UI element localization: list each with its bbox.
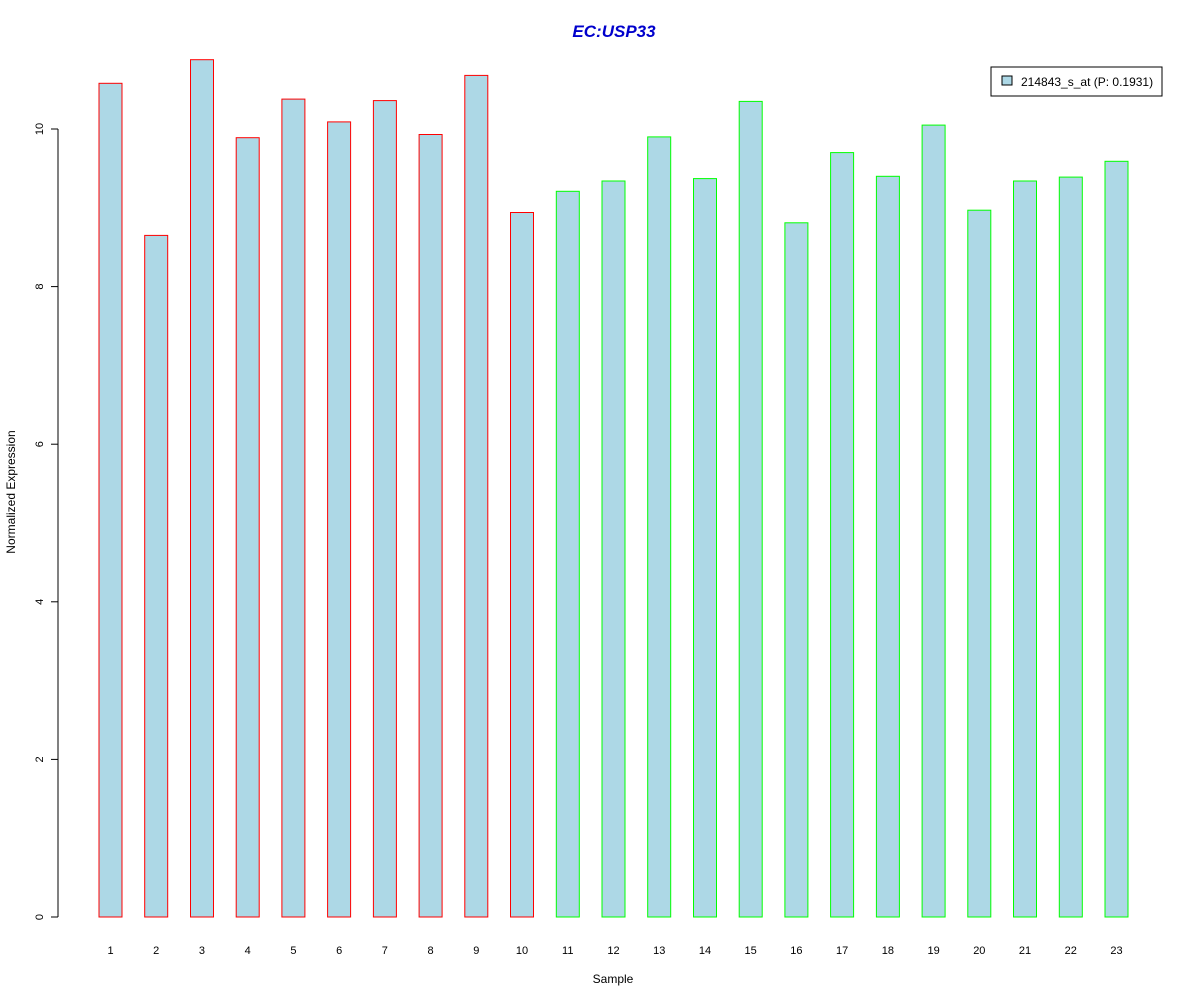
x-tick-label: 10 bbox=[516, 945, 528, 957]
bar-sample-5 bbox=[281, 98, 306, 918]
bar-sample-15 bbox=[738, 100, 763, 918]
x-tick-label: 23 bbox=[1110, 945, 1122, 957]
bar-sample-7 bbox=[372, 100, 397, 918]
bar-sample-21 bbox=[1013, 180, 1037, 918]
x-tick-label: 21 bbox=[1019, 945, 1031, 957]
x-tick-label: 5 bbox=[290, 945, 296, 957]
x-tick-label: 4 bbox=[245, 945, 251, 957]
y-tick-label: 4 bbox=[34, 599, 46, 605]
x-tick-label: 1 bbox=[107, 945, 113, 957]
bar-sample-12 bbox=[601, 180, 626, 918]
bar-sample-14 bbox=[693, 178, 717, 918]
x-tick-label: 16 bbox=[790, 945, 802, 957]
x-tick-label: 11 bbox=[562, 945, 573, 957]
bar-sample-9 bbox=[464, 74, 489, 918]
x-tick-label: 14 bbox=[699, 945, 711, 957]
x-tick-label: 3 bbox=[199, 945, 205, 957]
y-axis-title: Normalized Expression bbox=[4, 430, 18, 553]
bar-sample-23 bbox=[1104, 160, 1129, 918]
x-tick-label: 19 bbox=[927, 945, 939, 957]
y-tick-label: 0 bbox=[34, 914, 46, 920]
x-tick-label: 7 bbox=[382, 945, 388, 957]
x-tick-labels: 1 2 3 4 5 6 7 8 9 10 11 12 13 14 15 16 17 18 19 20 21 22 23 bbox=[107, 945, 1122, 957]
bar-sample-2 bbox=[144, 234, 169, 918]
x-tick-label: 13 bbox=[653, 945, 665, 957]
chart-title: EC:USP33 bbox=[572, 22, 656, 41]
bar-sample-17 bbox=[830, 152, 855, 918]
bars-group bbox=[98, 59, 1129, 918]
bar-sample-18 bbox=[875, 175, 900, 918]
x-tick-label: 18 bbox=[882, 945, 894, 957]
legend-swatch bbox=[1001, 75, 1013, 86]
x-tick-label: 22 bbox=[1065, 945, 1077, 957]
bar-sample-8 bbox=[418, 134, 443, 918]
x-tick-label: 8 bbox=[428, 945, 434, 957]
legend: 214843_s_at (P: 0.1931) bbox=[990, 66, 1163, 97]
bar-sample-10 bbox=[510, 212, 534, 918]
legend-box bbox=[990, 66, 1163, 97]
bar-sample-19 bbox=[921, 124, 946, 918]
bar-sample-1 bbox=[98, 82, 123, 918]
x-tick-label: 15 bbox=[745, 945, 757, 957]
y-axis: 0 2 4 6 8 10 bbox=[34, 123, 59, 920]
bar-sample-22 bbox=[1058, 176, 1083, 918]
x-tick-label: 12 bbox=[607, 945, 619, 957]
bar-sample-11 bbox=[555, 190, 580, 918]
bar-sample-16 bbox=[784, 222, 809, 918]
bar-sample-6 bbox=[327, 121, 352, 918]
bar-sample-20 bbox=[967, 209, 992, 918]
y-tick-label: 8 bbox=[34, 284, 46, 290]
bar-sample-4 bbox=[235, 137, 260, 918]
x-tick-label: 17 bbox=[836, 945, 848, 957]
bar-sample-3 bbox=[190, 59, 214, 918]
y-tick-label: 6 bbox=[34, 441, 46, 447]
x-tick-label: 9 bbox=[473, 945, 479, 957]
x-axis-title: Sample bbox=[593, 972, 634, 986]
bar-sample-13 bbox=[647, 136, 672, 918]
y-tick-label: 10 bbox=[34, 123, 46, 135]
x-tick-label: 2 bbox=[153, 945, 159, 957]
legend-label: 214843_s_at (P: 0.1931) bbox=[1021, 75, 1153, 89]
y-tick-label: 2 bbox=[34, 756, 46, 762]
x-tick-label: 6 bbox=[336, 945, 342, 957]
x-tick-label: 20 bbox=[973, 945, 985, 957]
